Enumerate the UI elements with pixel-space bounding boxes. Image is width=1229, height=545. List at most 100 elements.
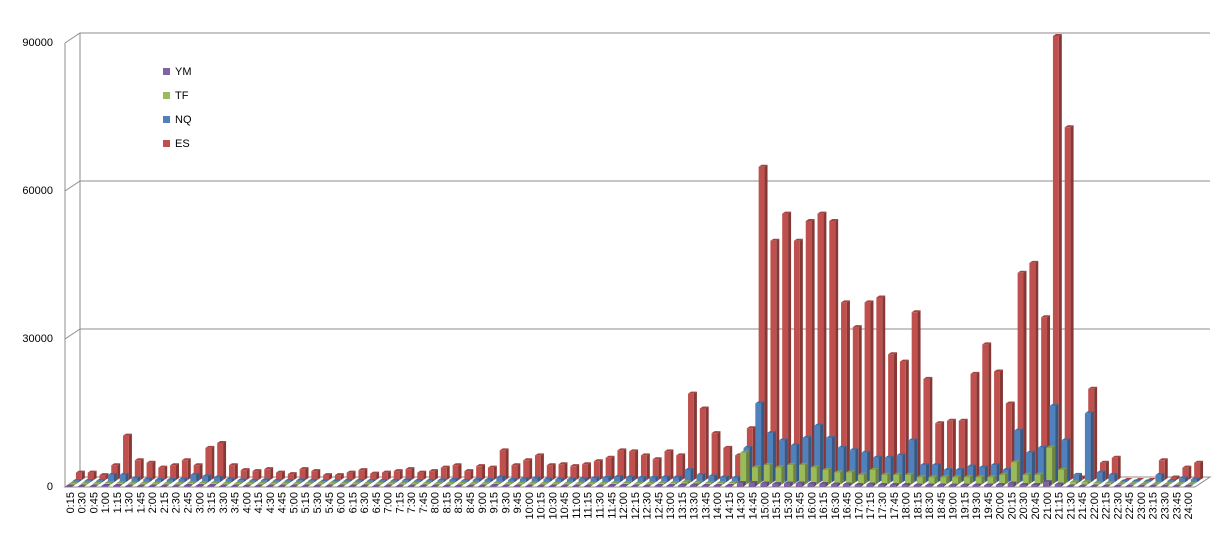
bar-top (807, 482, 817, 485)
bar-top (225, 477, 235, 480)
x-tick-label: 17:45 (889, 492, 901, 520)
bar-top (489, 484, 499, 487)
bar-face (146, 462, 153, 480)
bar (889, 483, 899, 487)
bar (402, 478, 412, 483)
bar-side (1087, 480, 1091, 485)
bar-face (799, 464, 805, 485)
x-tick-label: 21:15 (1054, 492, 1066, 520)
bar (728, 481, 738, 485)
bar-face (793, 240, 800, 480)
bar (134, 458, 144, 480)
bar-top (946, 418, 956, 421)
bar-face (272, 480, 279, 483)
bar-face (963, 477, 970, 485)
bar-top (1093, 481, 1103, 484)
bar-face (417, 472, 424, 480)
bar-face (649, 477, 656, 483)
bar-side (283, 484, 287, 487)
bar-top (642, 484, 652, 487)
bar-top (452, 463, 462, 466)
bar (131, 476, 141, 483)
bar-top (405, 467, 415, 470)
bar-top (825, 435, 835, 438)
bar-top (688, 391, 697, 394)
bar-top (181, 458, 191, 461)
bar-face (582, 464, 588, 480)
bar (587, 481, 597, 485)
bar-side (251, 481, 255, 485)
bar-side (894, 352, 898, 480)
bar-side (1090, 411, 1094, 483)
bar-side (564, 462, 568, 480)
bar-face (972, 485, 979, 487)
bar-top (1152, 482, 1162, 485)
x-tick-label: 9:00 (477, 492, 489, 513)
bar (101, 484, 111, 487)
bar-top (1026, 450, 1035, 453)
bar-side (843, 445, 847, 483)
bar-top (1069, 480, 1079, 483)
bar-top (413, 478, 423, 481)
bar (810, 465, 820, 485)
bar-top (795, 481, 805, 484)
bar (536, 484, 546, 487)
bar (1049, 403, 1059, 483)
bar (540, 481, 549, 485)
bar (170, 463, 179, 480)
bar (578, 476, 588, 483)
bar-top (417, 470, 427, 473)
x-tick-label: 5:45 (324, 492, 336, 513)
bar (119, 472, 129, 483)
bar-face (911, 312, 918, 480)
x-tick-label: 11:30 (594, 492, 606, 519)
bar-side (271, 484, 275, 487)
bar-side (451, 481, 455, 485)
bar-face (461, 480, 467, 483)
bar-side (275, 481, 279, 485)
bar-face (304, 483, 311, 485)
bar-face (75, 472, 82, 480)
x-tick-label: 1:00 (100, 492, 112, 513)
bar-top (640, 453, 650, 456)
bar-face (299, 469, 306, 480)
x-tick-label: 3:45 (230, 492, 242, 513)
y-tick-label: 90000 (22, 37, 53, 49)
bar-top (528, 481, 538, 484)
bar (484, 477, 494, 483)
bar (763, 462, 773, 485)
bar-side (941, 421, 945, 480)
bar-face (1046, 447, 1053, 485)
bar-top (245, 481, 255, 484)
bar-face (284, 480, 291, 483)
bar (893, 472, 903, 485)
bar-side (749, 445, 753, 483)
bar-top (430, 484, 440, 487)
bar (913, 483, 923, 487)
bar-face (760, 483, 767, 487)
bar-top (123, 433, 132, 436)
bar-top (371, 484, 381, 487)
bar-face (605, 457, 612, 480)
bar (1152, 482, 1162, 485)
bar (469, 481, 479, 485)
bar-side (1193, 482, 1197, 485)
bar-top (190, 472, 200, 475)
bar-top (113, 484, 122, 487)
bar-side (157, 481, 161, 485)
bar-face (672, 477, 679, 483)
bar-top (799, 462, 808, 465)
bar (304, 481, 314, 485)
bar-side (423, 470, 427, 480)
y-tick-label: 0 (47, 481, 53, 493)
bar-face (1190, 479, 1197, 483)
bar-top (975, 475, 985, 478)
bar-face (370, 473, 377, 480)
bar-side (796, 443, 800, 483)
x-tick-label: 13:45 (700, 492, 712, 520)
y-tick-label: 60000 (22, 185, 53, 197)
bar-side (761, 401, 765, 483)
bar-face (1054, 484, 1061, 487)
bar-face (570, 466, 577, 480)
bar-face (296, 480, 303, 483)
